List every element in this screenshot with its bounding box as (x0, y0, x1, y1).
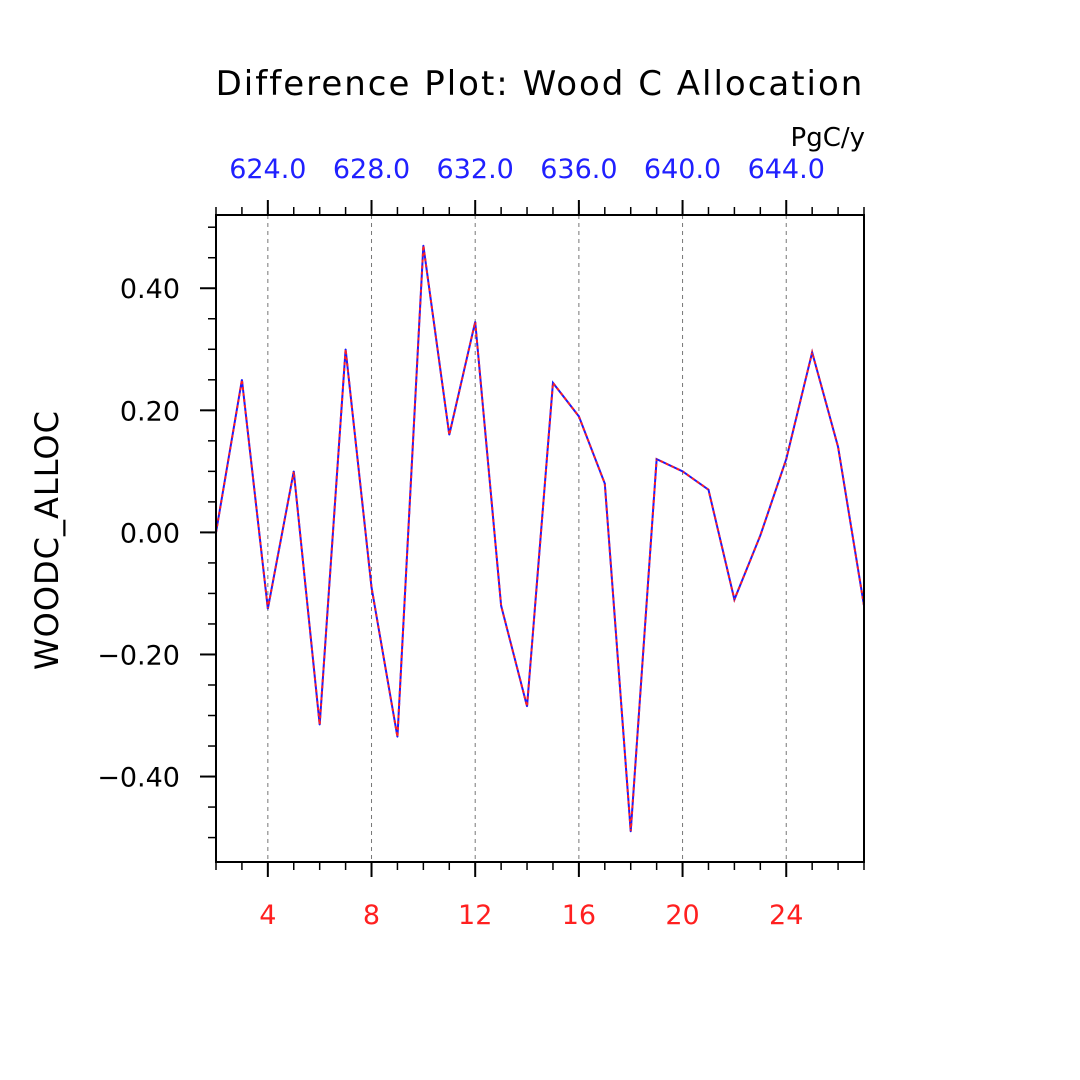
data-point (500, 604, 502, 607)
data-point (344, 348, 347, 351)
series-line-red-dashed (215, 245, 865, 832)
y-tick-label: 0.40 (120, 274, 180, 305)
x-tick-label: 8 (363, 900, 380, 931)
x-tick-label: 24 (769, 900, 803, 931)
gridlines (267, 215, 787, 862)
top-x-tick-label: 636.0 (540, 154, 617, 185)
data-point (811, 351, 813, 354)
x-tick-label: 4 (259, 900, 276, 931)
data-point (474, 321, 477, 323)
data-point (578, 415, 580, 418)
data-point (526, 705, 528, 708)
series-line-blue (215, 245, 865, 832)
chart-title: Difference Plot: Wood C Allocation (216, 64, 865, 104)
data-point (837, 446, 839, 448)
data-point (318, 723, 321, 726)
units-label: PgC/y (791, 123, 865, 153)
data-point (655, 458, 658, 460)
plot-frame (215, 214, 865, 863)
data-point (681, 470, 684, 473)
data-point (785, 458, 788, 460)
tick-labels: 0.40 0.20 0.00 −0.20 −0.40 4 8 12 16 20 24 624.0 628… (97, 154, 825, 931)
data-point (733, 598, 736, 601)
y-tick-label: 0.20 (120, 396, 180, 427)
top-x-tick-label: 624.0 (229, 154, 306, 185)
data-point (292, 470, 295, 473)
y-tick-label: −0.40 (97, 763, 180, 794)
data-point (604, 482, 606, 485)
data-point (448, 433, 451, 436)
series-lines (215, 244, 865, 833)
data-point (396, 736, 399, 738)
x-tick-label: 12 (458, 900, 492, 931)
data-point (707, 488, 710, 491)
data-point (370, 586, 373, 589)
data-point (759, 534, 762, 537)
y-tick-label: 0.00 (120, 518, 180, 549)
x-tick-label: 20 (665, 900, 699, 931)
data-point (552, 382, 554, 384)
top-x-tick-label: 632.0 (437, 154, 514, 185)
data-point (629, 830, 632, 833)
x-tick-label: 16 (562, 900, 596, 931)
top-x-tick-label: 640.0 (644, 154, 721, 185)
data-point (267, 607, 269, 610)
top-x-tick-label: 628.0 (333, 154, 410, 185)
data-point (241, 379, 243, 381)
minor-ticks (208, 207, 865, 870)
top-x-tick-label: 644.0 (748, 154, 825, 185)
y-axis-label: WOODC_ALLOC (28, 410, 66, 670)
y-tick-label: −0.20 (97, 640, 180, 671)
major-ticks (200, 200, 788, 877)
data-point (422, 244, 425, 247)
